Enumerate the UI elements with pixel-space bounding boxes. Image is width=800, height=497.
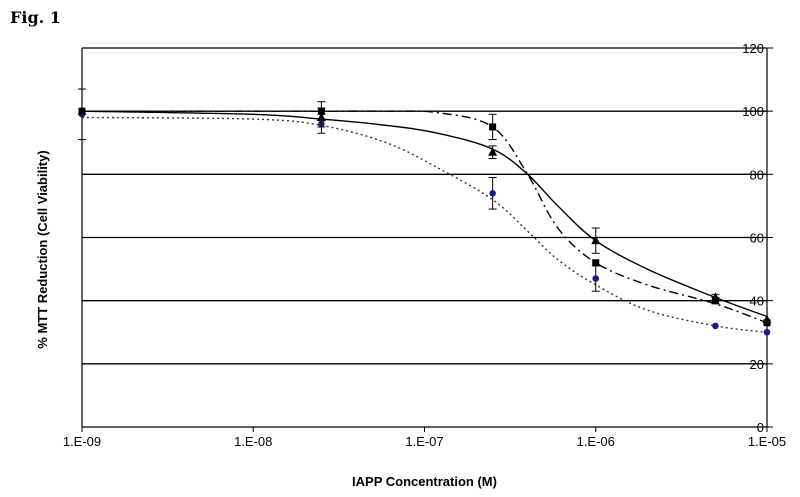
y-axis-title: % MTT Reduction (Cell Viability) <box>35 150 50 348</box>
series-3 <box>78 101 771 327</box>
x-tick-label-1: 1.E-08 <box>234 434 272 449</box>
series-2 <box>77 106 772 324</box>
series-3-point-2 <box>317 107 325 115</box>
series-1-point-3 <box>489 189 496 197</box>
x-axis-title: IAPP Concentration (M) <box>352 474 497 489</box>
y-tick-label-40: 40 <box>750 294 764 309</box>
series-3-point-3 <box>489 123 497 131</box>
series-3-point-4 <box>592 259 600 267</box>
series-3-point-6 <box>763 319 771 327</box>
series-3-point-1 <box>78 107 86 115</box>
series-1 <box>78 88 771 336</box>
series-1-curve <box>81 116 768 333</box>
y-tick-label-80: 80 <box>750 167 764 182</box>
y-tick-label-20: 20 <box>750 357 764 372</box>
gridlines <box>82 47 767 365</box>
series-1-point-4 <box>592 275 600 282</box>
y-tick-label-120: 120 <box>742 41 764 56</box>
y-tick-label-100: 100 <box>742 104 764 119</box>
x-tick-label-2: 1.E-07 <box>405 434 443 449</box>
series-3-curve <box>82 110 768 324</box>
y-tick-label-0: 0 <box>757 420 764 435</box>
x-tick-label-4: 1.E-05 <box>748 434 786 449</box>
x-tick-label-0: 1.E-09 <box>63 434 101 449</box>
series-1-point-6 <box>763 328 771 336</box>
axes <box>81 47 773 432</box>
tick-labels: 0 20 40 60 80 100 120 1.E-09 1.E-08 1.E-07 1.E-06 1… <box>63 41 786 449</box>
y-tick-label-60: 60 <box>750 231 764 246</box>
figure-label: Fig. 1 <box>10 8 61 27</box>
series-layer <box>77 88 772 336</box>
series-1-point-5 <box>712 322 719 330</box>
series-2-point-4 <box>591 235 601 245</box>
series-3-point-5 <box>711 297 719 305</box>
series-2-point-3 <box>488 147 498 156</box>
x-tick-label-3: 1.E-06 <box>577 434 615 449</box>
series-2-curve <box>81 110 768 318</box>
